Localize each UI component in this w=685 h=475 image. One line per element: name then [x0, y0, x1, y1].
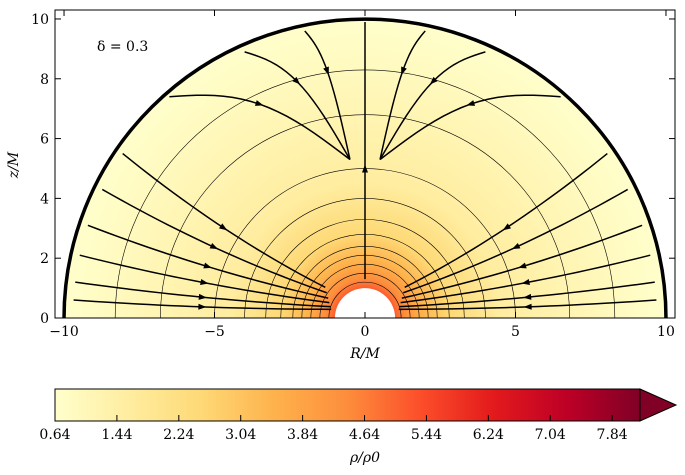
colorbar-tick-label: 6.24	[473, 427, 504, 443]
colorbar: 0.64 1.44 2.24 3.04 3.84 4.64 5.44 6.24 7.04 7.84…	[39, 388, 678, 466]
streamline-arrow	[518, 262, 527, 269]
y-tick-label: 8	[40, 72, 49, 88]
streamline-arrow	[502, 223, 512, 231]
plot-area: −10 −5 0 5 10 0 2 4 6 8 10 δ = 0.3 R/M z/M	[6, 9, 676, 362]
colorbar-tick-label: 7.04	[535, 427, 566, 443]
annotation-delta: δ = 0.3	[97, 39, 148, 55]
streamline-arrow	[203, 262, 212, 269]
colorbar-ticks: 0.64 1.44 2.24 3.04 3.84 4.64 5.44 6.24 7.04 7.84	[39, 415, 628, 443]
outer-boundary	[62, 17, 668, 319]
inner-hole	[334, 288, 396, 318]
colorbar-extend-arrow	[639, 388, 678, 422]
streamline-arrow	[209, 242, 219, 250]
x-ticks: −10 −5 0 5 10	[49, 10, 675, 340]
streamline-arrow	[200, 279, 209, 285]
streamline-arrow	[521, 279, 530, 285]
x-tick-label: 5	[511, 324, 520, 340]
colorbar-tick-label: 3.84	[287, 427, 318, 443]
x-tick-label: −5	[204, 324, 225, 340]
streamline-arrow	[198, 303, 207, 310]
colorbar-tick-label: 3.04	[225, 427, 256, 443]
colorbar-tick-label: 7.84	[597, 427, 628, 443]
y-ticks: 0 2 4 6 8 10	[31, 12, 675, 327]
colorbar-label: ρ/ρ0	[349, 450, 380, 466]
colorbar-tick-label: 0.64	[39, 427, 70, 443]
y-tick-label: 4	[40, 191, 49, 207]
streamline-arrow	[523, 293, 532, 300]
x-axis-label: R/M	[349, 346, 380, 362]
streamline-arrow	[511, 242, 521, 250]
streamlines	[73, 21, 657, 311]
y-tick-label: 0	[40, 311, 49, 327]
colorbar-tick-label: 1.44	[101, 427, 132, 443]
x-tick-label: 10	[657, 324, 675, 340]
density-contour	[328, 281, 402, 319]
y-tick-label: 2	[40, 251, 49, 267]
y-tick-label: 6	[40, 132, 49, 148]
streamline-arrow	[429, 76, 438, 85]
streamline-arrow	[218, 223, 228, 231]
colorbar-fill	[55, 389, 640, 421]
streamline-arrow	[323, 66, 329, 76]
streamline-arrow	[466, 100, 476, 106]
streamline-arrow	[254, 100, 264, 106]
x-tick-label: −10	[49, 324, 79, 340]
x-tick-label: 0	[361, 324, 370, 340]
streamline-arrow	[523, 303, 532, 310]
colorbar-tick-label: 5.44	[411, 427, 442, 443]
streamline-arrow	[292, 76, 301, 85]
streamline-arrow	[198, 293, 207, 300]
colorbar-frame	[54, 388, 641, 422]
y-axis-label: z/M	[6, 151, 22, 179]
streamline-arrow	[401, 66, 407, 76]
y-tick-label: 10	[31, 12, 49, 28]
streamline-arrow	[362, 164, 368, 173]
colorbar-tick-label: 2.24	[163, 427, 194, 443]
colorbar-tick-label: 4.64	[349, 427, 380, 443]
